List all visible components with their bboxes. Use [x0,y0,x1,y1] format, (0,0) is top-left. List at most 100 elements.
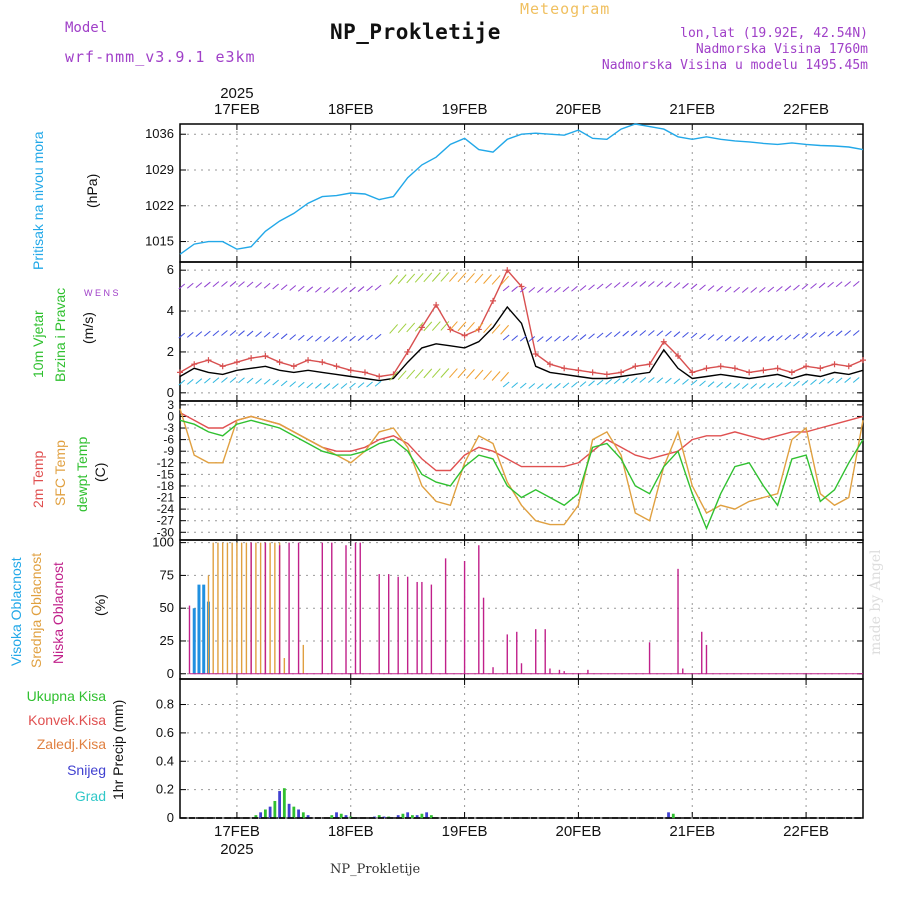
location-elevation: Nadmorska Visina 1760m [695,42,868,57]
series-line-temperature [179,419,864,531]
wind-marker [546,361,553,368]
wind-barb [844,330,851,336]
wind-marker [532,350,539,357]
wind-barb [323,287,331,293]
wind-barb [793,333,800,340]
wind-unit: (m/s) [80,312,96,344]
wind-barb [613,331,621,337]
panel-frame-pressure [179,123,864,263]
precip-bar [396,815,400,818]
cloud-unit: (%) [92,594,108,616]
wind-marker [803,363,810,370]
wind-barb [844,281,851,287]
wind-barb [306,335,314,342]
wind-marker [774,365,781,372]
wind-marker [248,355,255,362]
wind-barb [613,378,621,384]
bottom-day-label: 21FEB [669,823,715,840]
wind-barb [707,285,715,292]
wind-barb [784,285,792,292]
wind-barb [528,336,536,342]
ytick-label-pressure: 1029 [145,162,174,177]
series-line-wind [179,305,864,382]
panel-frame-clouds [179,539,864,680]
wind-barb [323,383,331,389]
wind-barb [255,378,262,385]
wind-barb [571,381,578,388]
wind-barb [562,382,570,389]
wind-barb [389,275,399,285]
wind-barb [272,283,279,290]
wind-marker [760,367,767,374]
wind-barb [690,379,698,386]
wind-marker [703,365,710,372]
ytick-label-pressure: 1022 [145,198,174,213]
wind-barb [801,332,809,339]
precip-bar [406,812,410,818]
wind-marker [319,359,326,366]
wind-barb [835,377,843,384]
wind-barb [349,286,356,293]
wind-barb [673,331,681,338]
wind-barb [733,286,741,293]
wind-barb [613,282,621,288]
wind-barb [212,377,220,384]
precip-legend-2: Zaledj.Kisa [36,736,106,752]
wind-marker [404,348,411,355]
wind-barb [699,333,706,340]
wind-barb [297,334,305,341]
wind-barb [528,383,536,389]
wind-barb [491,324,501,334]
ytick-label-temperature: -21 [157,491,175,505]
wind-barb [340,287,348,293]
wind-barb [457,368,467,379]
precip-bar [263,809,267,818]
ytick-label-clouds: 100 [152,535,174,550]
wind-barb [733,335,741,342]
wind-barb [716,285,723,292]
location-model-elevation: Nadmorska Visina u modelu 1495.45m [601,58,868,73]
wind-marker [504,267,511,274]
ytick-label-temperature: -24 [157,502,175,516]
temp-sfc-label: SFC Temp [52,440,68,506]
wind-barb [852,281,860,287]
wind-barb [349,382,356,389]
wind-barb [630,281,638,288]
wind-barb [221,330,228,336]
wind-barb [238,377,245,384]
wind-marker [205,357,212,364]
wind-barb [588,333,595,340]
wind-barb [690,332,698,339]
top-day-label: 21FEB [669,101,715,118]
wind-barb [682,282,689,289]
wind-barb [414,322,424,332]
ytick-label-wind: 0 [167,385,174,400]
wind-barb [656,281,664,288]
wind-barb [810,332,817,338]
wind-barb [483,323,492,334]
wind-barb [758,336,766,342]
wind-barb [536,383,544,390]
wind-barb [639,377,647,383]
wind-barb [519,286,527,293]
wind-barb [605,331,612,338]
wind-barb [767,335,775,342]
wind-barb [724,286,732,293]
wind-barb [741,336,749,342]
wind-barb [474,273,484,284]
wind-barb [750,336,758,342]
wind-barb [622,377,630,384]
wind-label-2: Brzina i Pravac [52,287,68,382]
wind-marker [717,363,724,370]
wind-barb [750,287,758,293]
wind-barb [280,333,288,340]
wind-barb [280,284,288,291]
wind-barb [263,331,271,338]
wind-barb [466,369,475,379]
wind-marker [418,324,425,331]
wind-barb [801,379,809,386]
bottom-day-label: 20FEB [555,823,601,840]
wind-barb [297,285,305,292]
wind-barb [588,284,595,291]
wind-barb [500,275,510,286]
